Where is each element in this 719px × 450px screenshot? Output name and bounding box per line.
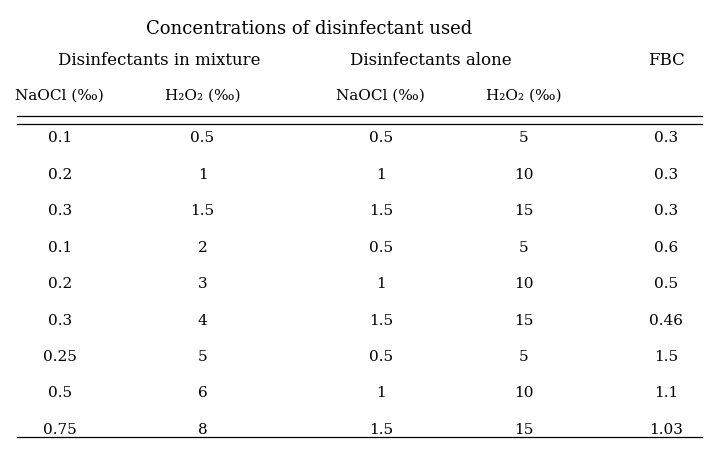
Text: 1.5: 1.5 [369,314,393,328]
Text: 6: 6 [198,387,207,400]
Text: 0.3: 0.3 [654,168,678,182]
Text: 0.5: 0.5 [47,387,72,400]
Text: 10: 10 [514,277,533,291]
Text: 1: 1 [376,387,386,400]
Text: 10: 10 [514,168,533,182]
Text: 1.5: 1.5 [369,204,393,218]
Text: 5: 5 [519,350,528,364]
Text: 5: 5 [519,131,528,145]
Text: 2: 2 [198,241,207,255]
Text: 15: 15 [514,314,533,328]
Text: Concentrations of disinfectant used: Concentrations of disinfectant used [147,20,472,38]
Text: 10: 10 [514,387,533,400]
Text: 1: 1 [198,168,207,182]
Text: 0.1: 0.1 [47,241,72,255]
Text: 5: 5 [519,241,528,255]
Text: 0.2: 0.2 [47,277,72,291]
Text: 1.03: 1.03 [649,423,683,437]
Text: 5: 5 [198,350,207,364]
Text: 0.5: 0.5 [191,131,214,145]
Text: H₂O₂ (‰): H₂O₂ (‰) [486,89,562,103]
Text: 1: 1 [376,168,386,182]
Text: 0.1: 0.1 [47,131,72,145]
Text: 0.3: 0.3 [654,204,678,218]
Text: 0.5: 0.5 [369,241,393,255]
Text: 15: 15 [514,204,533,218]
Text: Disinfectants alone: Disinfectants alone [350,52,512,69]
Text: 1.5: 1.5 [369,423,393,437]
Text: NaOCl (‰): NaOCl (‰) [336,89,426,103]
Text: 0.5: 0.5 [369,350,393,364]
Text: 0.3: 0.3 [47,314,72,328]
Text: 1.5: 1.5 [191,204,214,218]
Text: 1.5: 1.5 [654,350,678,364]
Text: 1: 1 [376,277,386,291]
Text: 0.6: 0.6 [654,241,679,255]
Text: H₂O₂ (‰): H₂O₂ (‰) [165,89,240,103]
Text: 0.3: 0.3 [654,131,678,145]
Text: 8: 8 [198,423,207,437]
Text: 1.1: 1.1 [654,387,679,400]
Text: 0.46: 0.46 [649,314,683,328]
Text: 4: 4 [198,314,207,328]
Text: 0.75: 0.75 [43,423,77,437]
Text: FBC: FBC [648,52,684,69]
Text: 15: 15 [514,423,533,437]
Text: 3: 3 [198,277,207,291]
Text: Disinfectants in mixture: Disinfectants in mixture [58,52,261,69]
Text: 0.5: 0.5 [369,131,393,145]
Text: 0.25: 0.25 [43,350,77,364]
Text: 0.3: 0.3 [47,204,72,218]
Text: NaOCl (‰): NaOCl (‰) [15,89,104,103]
Text: 0.2: 0.2 [47,168,72,182]
Text: 0.5: 0.5 [654,277,678,291]
